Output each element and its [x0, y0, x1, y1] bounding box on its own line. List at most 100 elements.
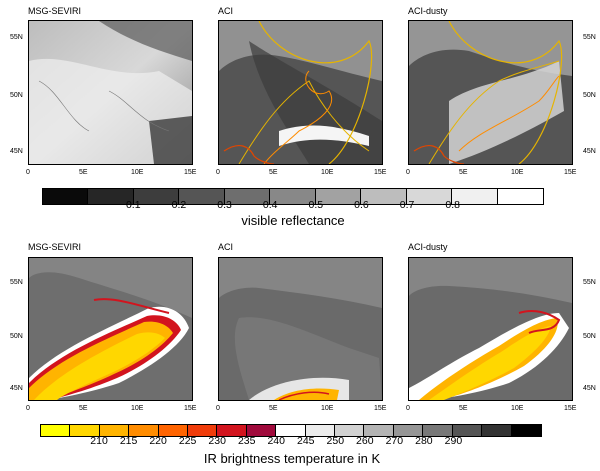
colorbar-box — [482, 425, 512, 436]
lat-tick-left: 50N — [10, 333, 23, 340]
lon-tick: 0 — [216, 405, 220, 412]
colorbar-tick-label: 260 — [356, 435, 374, 447]
colorbar-tick-label: 290 — [444, 435, 463, 447]
colorbar-box — [511, 425, 541, 436]
visible-reflectance-colorbar — [42, 188, 544, 205]
colorbar-box — [364, 425, 394, 436]
lat-tick-left: 55N — [10, 279, 23, 286]
satellite-map-ir — [408, 257, 573, 401]
lon-tick: 5E — [79, 169, 88, 176]
lat-tick-right: 45N — [583, 385, 596, 392]
colorbar-tick-label: 240 — [267, 435, 285, 447]
colorbar-box — [270, 189, 316, 204]
colorbar-box — [423, 425, 453, 436]
lat-tick-right: 50N — [583, 92, 596, 99]
colorbar-box — [497, 189, 543, 204]
colorbar-box — [305, 425, 336, 436]
colorbar-box — [188, 425, 218, 436]
panel-title: MSG-SEVIRI — [28, 242, 82, 252]
colorbar-box — [43, 189, 89, 204]
lon-tick: 5E — [459, 405, 468, 412]
lon-tick: 15E — [374, 405, 387, 412]
lon-tick: 15E — [184, 169, 197, 176]
panel-title: MSG-SEVIRI — [28, 6, 82, 16]
lat-tick-right: 45N — [583, 148, 596, 155]
colorbar-box — [41, 425, 71, 436]
lat-tick-left: 45N — [10, 148, 23, 155]
colorbar-tick-label: 0.3 — [217, 199, 232, 211]
colorbar-tick-label: 225 — [178, 435, 197, 447]
colorbar-tick-label: 230 — [208, 435, 226, 447]
colorbar-box — [452, 425, 483, 436]
lat-tick-left: 45N — [10, 385, 23, 392]
colorbar-tick-label: 250 — [326, 435, 345, 447]
lat-tick-right: 55N — [583, 34, 596, 41]
lat-tick-left: 55N — [10, 34, 23, 41]
lon-tick: 0 — [406, 169, 410, 176]
colorbar-box — [361, 189, 407, 204]
colorbar-box — [217, 425, 247, 436]
lat-tick-left: 50N — [10, 92, 23, 99]
lon-tick: 15E — [184, 405, 197, 412]
colorbar-box — [88, 189, 134, 204]
lon-tick: 0 — [26, 169, 30, 176]
colorbar-tick-label: 235 — [237, 435, 256, 447]
colorbar-title: IR brightness temperature in K — [203, 451, 381, 466]
colorbar-box — [179, 189, 225, 204]
colorbar-box — [224, 189, 271, 204]
colorbar-box — [315, 189, 362, 204]
colorbar-box — [406, 189, 453, 204]
lat-tick-right: 55N — [583, 279, 596, 286]
colorbar-tick-label: 220 — [149, 435, 167, 447]
lon-tick: 15E — [374, 169, 387, 176]
lon-tick: 0 — [406, 405, 410, 412]
panel-title: ACI — [218, 242, 234, 252]
colorbar-tick-label: 0.5 — [308, 199, 324, 211]
lon-tick: 5E — [459, 169, 468, 176]
lon-tick: 10E — [321, 169, 334, 176]
lon-tick: 10E — [511, 169, 524, 176]
lon-tick: 0 — [26, 405, 30, 412]
colorbar-box — [99, 425, 130, 436]
panel-title: ACI — [218, 6, 234, 16]
colorbar-tick-label: 0.4 — [262, 199, 278, 211]
lat-tick-right: 50N — [583, 333, 596, 340]
panel-title: ACI-dusty — [408, 242, 448, 252]
colorbar-tick-label: 210 — [90, 435, 108, 447]
lon-tick: 5E — [269, 405, 278, 412]
satellite-map-ir — [28, 257, 193, 401]
colorbar-box — [70, 425, 100, 436]
colorbar-tick-label: 0.2 — [171, 199, 187, 211]
colorbar-box — [393, 425, 424, 436]
colorbar-box — [335, 425, 365, 436]
lon-tick: 10E — [321, 405, 334, 412]
colorbar-tick-label: 270 — [385, 435, 404, 447]
satellite-map-ir — [218, 257, 383, 401]
colorbar-box — [452, 189, 498, 204]
lon-tick: 10E — [131, 405, 144, 412]
colorbar-box — [276, 425, 306, 436]
colorbar-tick-label: 0.8 — [445, 199, 461, 211]
colorbar-tick-label: 0.7 — [399, 199, 415, 211]
colorbar-tick-label: 280 — [415, 435, 433, 447]
lon-tick: 10E — [131, 169, 144, 176]
colorbar-tick-label: 245 — [296, 435, 315, 447]
satellite-map-visible — [218, 20, 383, 165]
colorbar-tick-label: 0.6 — [354, 199, 369, 211]
colorbar-tick-label: 0.1 — [125, 199, 141, 211]
colorbar-box — [133, 189, 180, 204]
panel-title: ACI-dusty — [408, 6, 448, 16]
satellite-map-visible — [28, 20, 193, 165]
colorbar-title: visible reflectance — [241, 213, 345, 228]
lon-tick: 10E — [511, 405, 524, 412]
colorbar-tick-label: 215 — [119, 435, 138, 447]
lon-tick: 0 — [216, 169, 220, 176]
colorbar-box — [129, 425, 159, 436]
colorbar-box — [158, 425, 189, 436]
satellite-map-visible — [408, 20, 573, 165]
lon-tick: 5E — [79, 405, 88, 412]
lon-tick: 5E — [269, 169, 278, 176]
lon-tick: 15E — [564, 169, 577, 176]
ir-brightness-colorbar — [40, 424, 542, 437]
colorbar-box — [246, 425, 277, 436]
